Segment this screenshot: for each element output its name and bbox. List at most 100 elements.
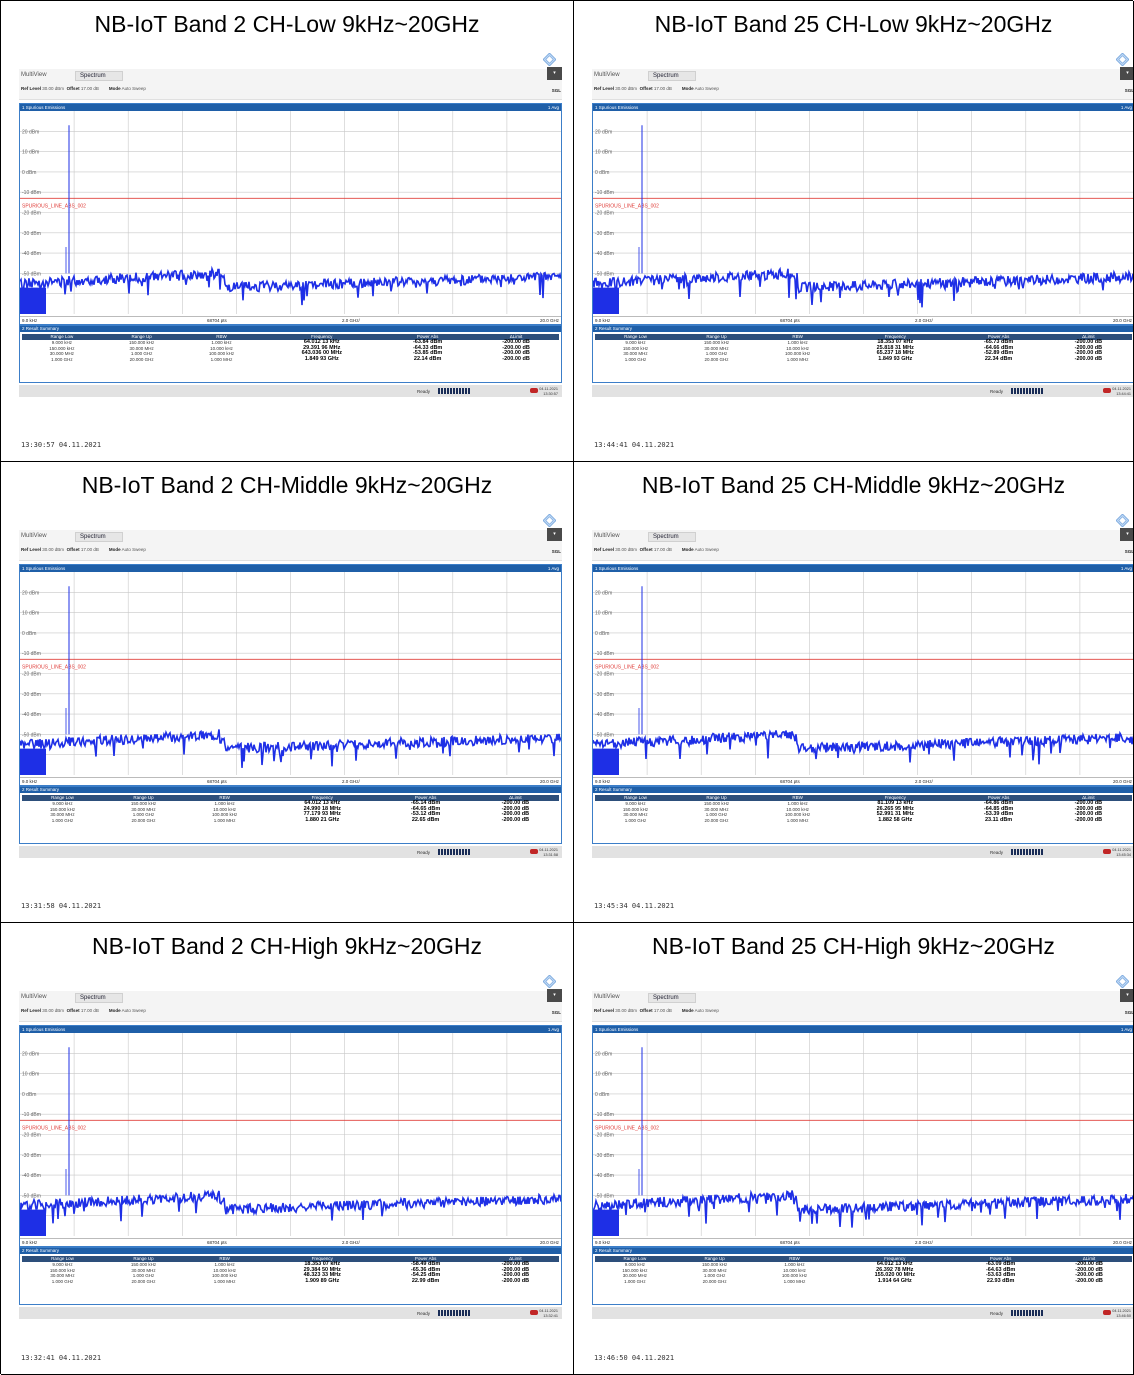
overflow-menu-button[interactable]: ▾ <box>1120 989 1133 1002</box>
overflow-menu-button[interactable]: ▾ <box>1120 528 1133 541</box>
rbw-cell: 1.000 kHz <box>787 801 808 806</box>
column-header: RBW <box>184 1256 266 1262</box>
spectrum-plot: 20 dBm 10 dBm 0 dBm -10 dBm -20 dBm -30 dBm -4… <box>593 1033 1133 1236</box>
ref-level-value: 30.00 dBm <box>615 86 638 91</box>
y-tick-label: 0 dBm <box>22 1092 36 1098</box>
power-cell: -64.65 dBm <box>410 805 441 812</box>
analyzer-screenshot: MultiView Spectrum Ref Level 30.00 dBm Off… <box>19 53 562 461</box>
multiview-tab[interactable]: MultiView <box>594 994 620 1000</box>
column-header: Frequency <box>265 1256 380 1262</box>
delta-limit-cell: -200.00 dB <box>501 811 530 817</box>
offset-value: 17.00 dB <box>80 1008 99 1013</box>
power-cell: -65.14 dBm <box>410 800 441 806</box>
offset-value: 17.00 dB <box>80 547 99 552</box>
analyzer-screenshot: MultiView Spectrum Ref Level 30.00 dBm Off… <box>19 975 562 1374</box>
offset-value: 17.00 dB <box>80 86 99 91</box>
column-header: Range Up <box>674 1256 755 1262</box>
overflow-menu-button[interactable]: ▾ <box>1120 67 1133 80</box>
offset-label: Offset <box>66 547 80 552</box>
spectrum-tab[interactable]: Spectrum <box>75 993 123 1003</box>
y-tick-label: -30 dBm <box>22 231 41 237</box>
range-low-cell: 1.000 GHz <box>624 1278 646 1284</box>
range-low-cell: 9.000 kHz <box>625 801 646 806</box>
rbw-cell: 1.000 kHz <box>787 340 808 345</box>
ref-level-value: 30.00 dBm <box>42 1008 65 1013</box>
column-header: Range Low <box>22 1256 104 1262</box>
mode-label: Mode <box>108 547 121 552</box>
column-header: RBW <box>757 334 839 340</box>
range-up-cell: 20.000 GHz <box>131 817 156 823</box>
window-title: 2 Result Summary <box>593 326 1133 332</box>
y-tick-label: -10 dBm <box>22 651 41 657</box>
spectrum-tab[interactable]: Spectrum <box>75 71 123 81</box>
power-cell: -64.63 dBm <box>985 1266 1016 1273</box>
range-low-cell: 9.000 kHz <box>625 340 646 345</box>
column-header: Frequency <box>261 334 383 340</box>
spectrum-window: 1 Spurious Emissions 1 Avg 20 dBm 10 dBm 0 d… <box>19 564 562 786</box>
status-bar: Ready 04.11.2021 13:32:41 <box>19 1307 562 1319</box>
range-low-cell: 150.000 kHz <box>622 345 649 351</box>
mode-value: Auto Sweep <box>121 547 146 552</box>
result-summary-window: 2 Result Summary Range Low Range Up RBW Freq… <box>592 1247 1133 1305</box>
y-tick-label: -10 dBm <box>22 1112 41 1118</box>
spectrum-window: 1 Spurious Emissions 1 Avg 20 dBm 10 dBm 0 d… <box>592 103 1133 325</box>
y-tick-label: 20 dBm <box>595 129 612 135</box>
y-tick-label: -10 dBm <box>595 651 614 657</box>
spectrum-tab[interactable]: Spectrum <box>75 532 123 542</box>
overflow-menu-button[interactable]: ▾ <box>547 67 562 80</box>
frequency-cell: 26.265 95 MHz <box>876 805 914 812</box>
y-tick-label: 20 dBm <box>22 129 39 135</box>
column-header: Range Low <box>22 334 102 340</box>
result-summary-window: 2 Result Summary Range Low Range Up RBW Freq… <box>19 325 562 383</box>
power-cell: -52.89 dBm <box>983 350 1014 356</box>
mode-label: Mode <box>108 1008 121 1013</box>
y-tick-label: 0 dBm <box>595 631 609 637</box>
spectrum-tab[interactable]: Spectrum <box>648 71 696 81</box>
frequency-cell: 155.020 00 MHz <box>874 1272 915 1278</box>
overflow-menu-button[interactable]: ▾ <box>547 528 562 541</box>
status-datetime: 04.11.2021 13:32:41 <box>539 1309 558 1318</box>
low-band-trace <box>20 1209 46 1236</box>
y-tick-label: 10 dBm <box>595 150 612 156</box>
rbw-cell: 100.000 kHz <box>211 1273 238 1278</box>
multiview-tab[interactable]: MultiView <box>21 533 47 539</box>
menu-bar: MultiView Spectrum Ref Level 30.00 dBm Off… <box>19 528 562 561</box>
multiview-tab[interactable]: MultiView <box>594 533 620 539</box>
y-tick-label: -20 dBm <box>595 1133 614 1139</box>
spectrum-plot: 20 dBm 10 dBm 0 dBm -10 dBm -20 dBm -30 dBm -4… <box>20 111 561 314</box>
range-up-cell: 150.000 kHz <box>703 340 730 345</box>
x-div-label: 2.0 GHz/ <box>915 1240 933 1245</box>
spectrum-plot: 20 dBm 10 dBm 0 dBm -10 dBm -20 dBm -30 dBm -4… <box>593 111 1133 314</box>
x-div-label: 2.0 GHz/ <box>915 779 933 784</box>
y-tick-label: -40 dBm <box>595 1173 614 1179</box>
status-time: 13:32:41 <box>543 1313 558 1318</box>
ref-level-label: Ref Level <box>594 1008 615 1013</box>
menu-bar: MultiView Spectrum Ref Level 30.00 dBm Off… <box>19 67 562 100</box>
status-time: 13:31:58 <box>543 852 558 857</box>
points-label: 68704 pts <box>207 1240 227 1245</box>
result-cell: NB-IoT Band 2 CH-Low 9kHz~20GHz MultiView… <box>1 1 574 462</box>
status-icon <box>1103 849 1111 854</box>
spectrum-tab[interactable]: Spectrum <box>648 993 696 1003</box>
spectrum-tab[interactable]: Spectrum <box>648 532 696 542</box>
table-row: 150.000 kHz 30.000 MHz 10.000 kHz 26.392 78… <box>595 1266 1132 1274</box>
multiview-tab[interactable]: MultiView <box>21 994 47 1000</box>
power-cell: -54.25 dBm <box>410 1272 441 1278</box>
y-tick-label: -20 dBm <box>595 672 614 678</box>
multiview-tab[interactable]: MultiView <box>594 72 620 78</box>
range-up-cell: 30.000 MHz <box>702 1267 727 1273</box>
y-tick-label: -20 dBm <box>22 211 41 217</box>
window-title: 1 Spurious Emissions <box>593 565 1133 572</box>
x-div-label: 2.0 GHz/ <box>915 318 933 323</box>
column-header: RBW <box>184 795 266 801</box>
frequency-cell: 643.036 00 MHz <box>301 350 342 356</box>
range-up-cell: 1.000 GHz <box>132 1273 155 1278</box>
y-tick-label: -50 dBm <box>595 1193 614 1199</box>
range-up-cell: 30.000 MHz <box>131 1267 156 1273</box>
window-title: 2 Result Summary <box>20 787 561 793</box>
column-header: ΔLimit <box>471 795 559 801</box>
overflow-menu-button[interactable]: ▾ <box>547 989 562 1002</box>
multiview-tab[interactable]: MultiView <box>21 72 47 78</box>
column-header: ΔLimit <box>473 334 559 340</box>
frequency-cell: 1.880 21 GHz <box>305 816 340 823</box>
